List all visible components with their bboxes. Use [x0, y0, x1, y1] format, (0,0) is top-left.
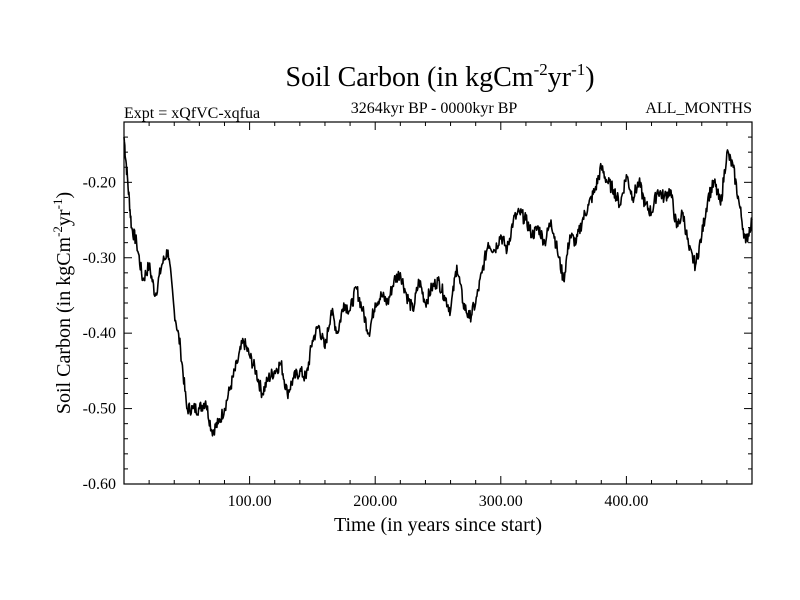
y-axis: -0.60 -0.50 -0.40 -0.30 -0.20: [83, 121, 752, 493]
y-axis-label: Soil Carbon (in kgCm-2yr-1): [50, 192, 75, 414]
subtitle-months: ALL_MONTHS: [645, 100, 752, 117]
chart-title: Soil Carbon (in kgCm-2yr-1): [285, 60, 594, 93]
subtitle-experiment: Expt = xQfVC-xqfua: [124, 105, 260, 122]
plot-frame: [123, 121, 753, 485]
x-axis-label: Time (in years since start): [334, 514, 542, 536]
x-tick-label: 100.00: [228, 493, 272, 510]
y-tick-label: -0.30: [83, 250, 116, 267]
x-axis: 100.00 200.00 300.00 400.00: [148, 122, 728, 510]
x-tick-label: 400.00: [604, 493, 648, 510]
x-tick-label: 300.00: [479, 493, 523, 510]
y-tick-label: -0.60: [83, 476, 116, 493]
y-tick-label: -0.20: [83, 174, 116, 191]
y-tick-label: -0.40: [83, 325, 116, 342]
soil-carbon-series-line: [123, 137, 753, 437]
x-tick-label: 200.00: [353, 493, 397, 510]
subtitle-period: 3264kyr BP - 0000kyr BP: [351, 100, 518, 117]
y-tick-label: -0.50: [83, 401, 116, 418]
